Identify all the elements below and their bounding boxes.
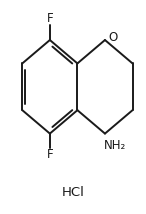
Text: F: F xyxy=(47,148,53,161)
Text: O: O xyxy=(108,31,118,44)
Text: HCl: HCl xyxy=(62,186,84,199)
Text: F: F xyxy=(47,12,53,25)
Text: NH₂: NH₂ xyxy=(104,139,126,152)
